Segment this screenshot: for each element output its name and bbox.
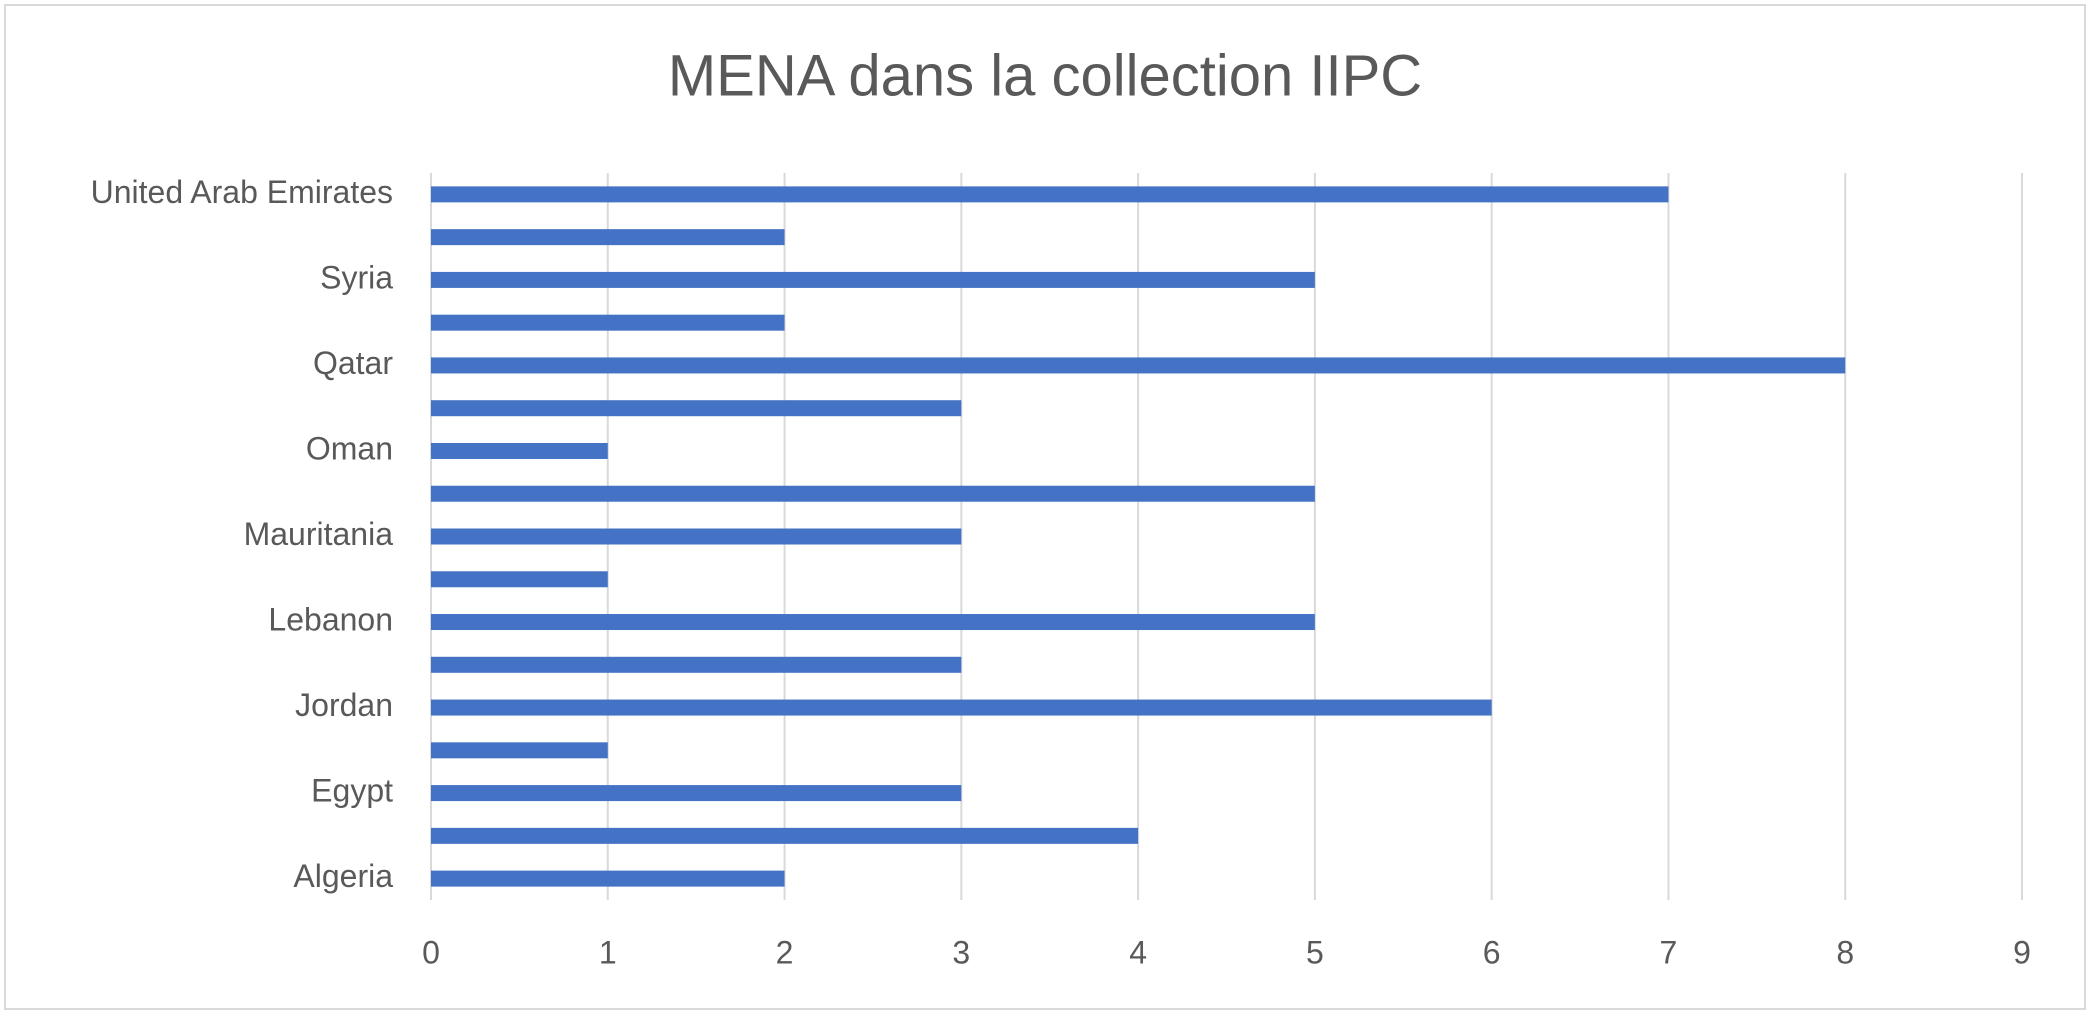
y-tick-label: Jordan — [295, 687, 393, 723]
x-tick-label: 8 — [1836, 934, 1854, 970]
bar — [431, 614, 1315, 631]
bar — [431, 656, 962, 673]
x-tick-label: 6 — [1483, 934, 1501, 970]
bar — [431, 742, 608, 759]
bar — [431, 870, 785, 887]
x-tick-label: 2 — [776, 934, 794, 970]
bar — [431, 785, 962, 802]
y-tick-label: Qatar — [313, 345, 393, 381]
bar — [431, 442, 608, 459]
x-tick-label: 4 — [1129, 934, 1147, 970]
y-tick-label: United Arab Emirates — [91, 174, 393, 210]
x-tick-label: 0 — [422, 934, 440, 970]
bar — [431, 271, 1315, 288]
bar — [431, 186, 1669, 203]
bar — [431, 827, 1139, 844]
y-tick-label: Lebanon — [268, 601, 393, 637]
x-tick-label: 3 — [952, 934, 970, 970]
y-tick-label: Algeria — [293, 858, 393, 894]
bar — [431, 528, 962, 545]
chart-title: MENA dans la collection IIPC — [668, 43, 1422, 108]
y-tick-label: Egypt — [311, 773, 393, 809]
x-tick-label: 9 — [2013, 934, 2031, 970]
y-tick-label: Syria — [320, 259, 393, 295]
bar — [431, 485, 1315, 502]
bar — [431, 357, 1846, 374]
y-tick-label: Mauritania — [244, 516, 394, 552]
bar — [431, 314, 785, 331]
x-tick-label: 1 — [599, 934, 617, 970]
x-tick-label: 7 — [1660, 934, 1678, 970]
y-tick-label: Oman — [306, 430, 393, 466]
bar — [431, 571, 608, 588]
bar — [431, 400, 962, 417]
bar — [431, 699, 1492, 716]
x-tick-label: 5 — [1306, 934, 1324, 970]
bar — [431, 229, 785, 246]
